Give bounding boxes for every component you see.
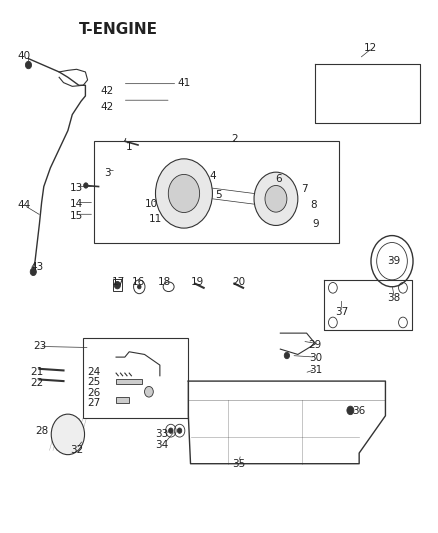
Text: 39: 39	[388, 256, 401, 266]
Text: 17: 17	[112, 278, 125, 287]
Text: 37: 37	[335, 307, 348, 317]
Text: 2: 2	[231, 134, 238, 143]
Text: 5: 5	[215, 190, 223, 199]
Text: 1: 1	[126, 142, 133, 151]
Circle shape	[155, 159, 212, 228]
Text: 15: 15	[70, 211, 83, 221]
Text: 36: 36	[353, 407, 366, 416]
Circle shape	[25, 61, 32, 69]
Text: 33: 33	[155, 430, 169, 439]
Text: 19: 19	[191, 278, 204, 287]
Bar	[113, 279, 122, 291]
Circle shape	[168, 174, 200, 213]
Text: 11: 11	[149, 214, 162, 223]
Circle shape	[284, 352, 290, 359]
Text: 24: 24	[88, 367, 101, 376]
Text: 34: 34	[155, 440, 169, 450]
Text: 4: 4	[209, 171, 216, 181]
Text: 22: 22	[31, 378, 44, 387]
Bar	[116, 379, 142, 384]
Circle shape	[347, 406, 354, 415]
Text: 25: 25	[88, 377, 101, 387]
Text: 23: 23	[33, 342, 46, 351]
Text: 31: 31	[309, 366, 322, 375]
Text: 26: 26	[88, 388, 101, 398]
Circle shape	[254, 172, 298, 225]
Text: 38: 38	[388, 294, 401, 303]
Text: 9: 9	[312, 219, 319, 229]
Text: 18: 18	[158, 278, 171, 287]
Text: 21: 21	[31, 367, 44, 376]
Circle shape	[145, 386, 153, 397]
Circle shape	[265, 185, 287, 212]
Text: 30: 30	[309, 353, 322, 363]
Circle shape	[114, 281, 120, 289]
Text: 41: 41	[177, 78, 191, 87]
Text: 6: 6	[275, 174, 282, 183]
Text: 13: 13	[70, 183, 83, 192]
Text: 3: 3	[104, 168, 111, 178]
Circle shape	[138, 285, 141, 289]
Bar	[116, 397, 129, 403]
Text: 16: 16	[131, 278, 145, 287]
Text: 7: 7	[301, 184, 308, 194]
Text: 32: 32	[70, 446, 83, 455]
Circle shape	[84, 183, 88, 188]
Text: 28: 28	[35, 426, 48, 435]
Text: 10: 10	[145, 199, 158, 208]
Text: 29: 29	[309, 341, 322, 350]
Text: 43: 43	[31, 262, 44, 271]
Text: 8: 8	[310, 200, 317, 210]
Text: 42: 42	[101, 102, 114, 111]
Bar	[94, 141, 339, 243]
Text: 35: 35	[232, 459, 245, 469]
Text: 12: 12	[364, 43, 377, 53]
Text: 42: 42	[101, 86, 114, 95]
Text: 20: 20	[232, 278, 245, 287]
Text: 44: 44	[18, 200, 31, 210]
Circle shape	[30, 268, 36, 276]
Text: 27: 27	[88, 399, 101, 408]
Text: 14: 14	[70, 199, 83, 208]
Circle shape	[51, 414, 85, 455]
Circle shape	[169, 428, 173, 433]
Text: 40: 40	[18, 51, 31, 61]
Bar	[83, 338, 188, 418]
Circle shape	[177, 428, 182, 433]
Text: T-ENGINE: T-ENGINE	[79, 22, 158, 37]
